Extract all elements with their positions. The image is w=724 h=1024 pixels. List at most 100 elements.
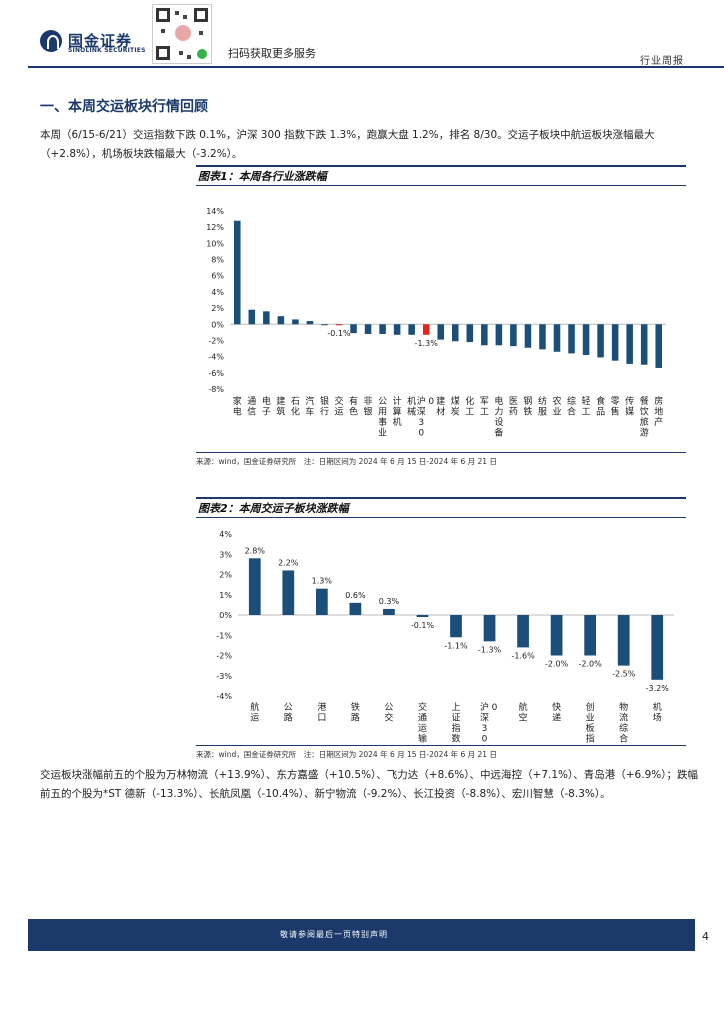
figure1-top-rule [196, 165, 686, 167]
data-label: -2.0% [545, 660, 569, 669]
category-label: 农业 [552, 395, 561, 418]
bar-公路 [282, 570, 295, 615]
y-tick-label: 1% [219, 591, 232, 600]
bar-快递 [550, 615, 563, 656]
figure2-title-rule [196, 517, 686, 518]
figure2-top-rule [196, 497, 686, 499]
bar-煤炭 [451, 324, 459, 342]
bar-公交 [383, 608, 395, 615]
category-label: 航空 [519, 701, 528, 724]
y-tick-label: 12% [206, 223, 224, 232]
category-label: 公交 [384, 702, 393, 724]
y-tick-label: 14% [206, 207, 224, 216]
y-tick-label: 0% [211, 320, 224, 329]
category-label: 计算机 [393, 395, 402, 428]
bar-传媒 [626, 324, 633, 364]
y-tick-label: 8% [211, 256, 224, 265]
data-label: 1.3% [312, 577, 333, 586]
category-label: 航运 [250, 701, 259, 724]
category-label: 食品 [596, 395, 605, 418]
footer-bar [28, 919, 695, 951]
bar-铁路 [349, 602, 362, 615]
data-label: -2.5% [612, 670, 636, 679]
category-label: 餐饮旅游 [640, 395, 649, 439]
bar-航运 [248, 558, 261, 615]
bar-机械 [408, 324, 415, 335]
category-label: 综合 [567, 395, 576, 418]
data-label: -0.1% [411, 621, 435, 630]
bar-家电 [233, 220, 241, 325]
bar-航空 [517, 615, 529, 648]
category-label: 汽车 [305, 395, 314, 418]
bar-公用事业 [379, 324, 386, 334]
transport-subsector-chart: 4% 3% 2% 1% 0% -1% -2% -3% -4% 2.8% 航运 2.2% 公路 1.3% 港口… [216, 530, 674, 744]
bar-物流综合 [617, 615, 630, 666]
report-type-label: 行业周报 [640, 56, 684, 67]
data-label: 0.3% [379, 597, 400, 606]
category-label: 公路 [284, 702, 293, 724]
logo-text-cn: 国金证券 [68, 32, 133, 50]
qr-code-icon[interactable] [152, 4, 212, 64]
category-label: 轻工 [582, 395, 591, 418]
data-label: -2.0% [579, 660, 603, 669]
data-label: -3.2% [646, 684, 670, 693]
bar-机场 [651, 615, 664, 680]
figure2-title: 图表2：本周交运子板块涨跌幅 [198, 502, 349, 515]
category-label: 有色 [349, 395, 358, 418]
category-label: 房地产 [654, 395, 663, 428]
bar-医药 [510, 324, 517, 347]
bar-钢铁 [524, 324, 532, 348]
company-logo-icon [40, 30, 62, 52]
category-label: 铁路 [351, 701, 360, 724]
bar-轻工 [582, 324, 590, 356]
bar-房地产 [655, 324, 663, 368]
category-label: 机场 [653, 701, 662, 724]
bar-电力设备 [495, 324, 503, 346]
y-tick-label: 4% [211, 288, 224, 297]
figure1-bottom-rule [196, 452, 686, 453]
data-label: 0.6% [345, 591, 366, 600]
logo-text-en: SINOLINK SECURITIES [68, 47, 146, 54]
bar-军工 [481, 324, 488, 346]
paragraph-market-review: 本周（6/15-6/21）交运指数下跌 0.1%，沪深 300 指数下跌 1.3… [40, 129, 655, 160]
figure1-title: 图表1：本周各行业涨跌幅 [198, 170, 327, 183]
category-label: 医药 [509, 396, 518, 418]
data-label: -1.3% [478, 645, 502, 654]
category-label: 非银 [364, 395, 373, 418]
data-label: -0.1% [327, 329, 351, 338]
figure2-source: 来源：wind，国金证券研究所 注：日期区间为 2024 年 6 月 15 日-… [196, 750, 497, 759]
bar-计算机 [393, 324, 401, 335]
data-label: -1.3% [415, 339, 439, 348]
y-tick-label: -4% [208, 353, 224, 362]
y-tick-label: 4% [219, 530, 232, 539]
category-label: 交运 [334, 395, 343, 418]
figure1-title-rule [196, 185, 686, 186]
bar-非银 [364, 324, 372, 334]
bar-通信 [248, 309, 256, 325]
category-label: 电力设备 [494, 395, 503, 439]
bar-沪深300 [483, 615, 496, 642]
category-label: 快递 [552, 701, 561, 724]
y-tick-label: -1% [216, 631, 232, 640]
y-tick-label: -3% [216, 672, 232, 681]
bar-银行 [321, 324, 328, 326]
y-tick-label: -4% [216, 692, 232, 701]
bar-零售 [611, 324, 619, 361]
category-label: 创业板指 [586, 701, 595, 744]
category-label: 电子 [262, 395, 271, 418]
category-label: 纺服 [538, 395, 547, 418]
wechat-icon [197, 49, 207, 59]
category-label: 银行 [320, 395, 329, 418]
bar-沪深300 [422, 324, 430, 335]
footer-disclaimer[interactable]: 敬请参阅最后一页特别声明 [280, 930, 388, 939]
bar-餐饮旅游 [640, 324, 648, 365]
y-tick-label: 6% [211, 272, 224, 281]
bar-交通运输 [416, 615, 429, 618]
category-label: 煤炭 [451, 395, 460, 418]
category-label: 钢铁 [523, 395, 532, 418]
bar-纺服 [539, 324, 546, 350]
page-number: 4 [702, 930, 709, 943]
bar-交运 [335, 324, 343, 326]
data-label: 2.8% [245, 546, 266, 555]
bar-石化 [292, 319, 299, 325]
